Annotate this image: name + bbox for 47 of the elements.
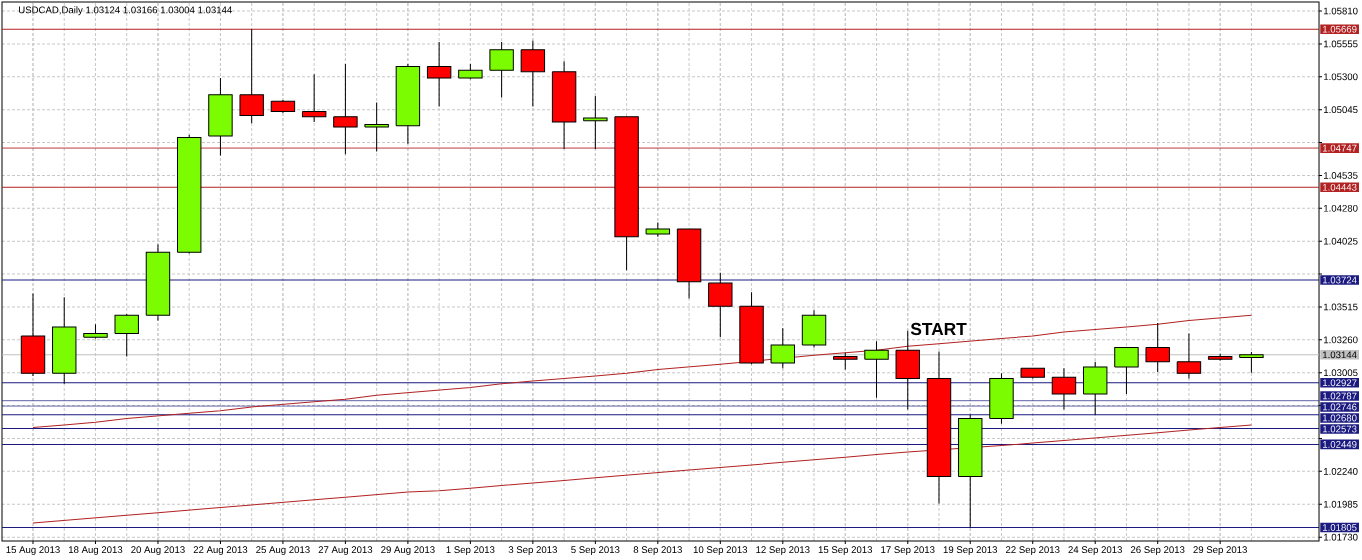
y-tick-label: 1.03260 <box>1324 336 1358 344</box>
ref-line-label: 1.02746 <box>1323 403 1357 411</box>
y-tick-label: 1.03515 <box>1324 303 1358 311</box>
ref-line-label: 1.04443 <box>1323 183 1357 191</box>
ref-line-label: 1.03144 <box>1323 351 1357 359</box>
ref-line-label: 1.05669 <box>1323 25 1357 33</box>
chart-title: USDCAD,Daily 1.03124 1.03166 1.03004 1.03144 <box>19 6 232 16</box>
x-tick-label: 15 Aug 2013 <box>6 546 60 555</box>
x-tick-label: 22 Aug 2013 <box>193 546 248 555</box>
x-tick-label: 12 Sep 2013 <box>756 546 810 555</box>
ref-line-label: 1.01805 <box>1323 524 1357 531</box>
ref-line-label: 1.02787 <box>1323 392 1357 400</box>
annotation: START <box>910 322 967 336</box>
x-tick-label: 15 Sep 2013 <box>818 546 873 555</box>
ref-line-label: 1.02449 <box>1323 441 1357 448</box>
y-tick-label: 1.04025 <box>1324 237 1358 245</box>
ref-line-label: 1.02927 <box>1323 379 1357 387</box>
x-tick-label: 24 Sep 2013 <box>1068 546 1122 555</box>
ref-line-label: 1.02680 <box>1323 414 1357 422</box>
y-tick-label: 1.05045 <box>1324 106 1358 114</box>
y-tick-label: 1.03005 <box>1324 369 1358 377</box>
ref-line-label: 1.03724 <box>1323 276 1357 284</box>
x-tick-label: 5 Sep 2013 <box>571 546 620 555</box>
y-tick-label: 1.05555 <box>1324 40 1358 48</box>
x-tick-label: 1 Sep 2013 <box>446 546 495 555</box>
x-tick-label: 19 Sep 2013 <box>943 546 998 555</box>
x-tick-label: 10 Sep 2013 <box>693 546 748 555</box>
x-tick-label: 25 Aug 2013 <box>256 546 310 555</box>
x-tick-label: 18 Aug 2013 <box>68 546 123 555</box>
y-tick-label: 1.01985 <box>1324 500 1358 508</box>
y-tick-label: 1.02240 <box>1324 467 1358 475</box>
x-tick-label: 26 Sep 2013 <box>1130 546 1185 555</box>
y-tick-label: 1.05300 <box>1324 73 1358 81</box>
y-tick-label: 1.04535 <box>1324 172 1358 179</box>
y-tick-label: 1.05810 <box>1324 7 1358 15</box>
x-tick-label: 29 Aug 2013 <box>381 546 435 555</box>
x-tick-label: 20 Aug 2013 <box>131 546 185 555</box>
x-tick-label: 8 Sep 2013 <box>633 546 682 555</box>
y-tick-label: 1.04280 <box>1324 204 1358 212</box>
x-tick-label: 29 Sep 2013 <box>1193 546 1247 555</box>
x-tick-label: 27 Aug 2013 <box>318 546 373 555</box>
x-tick-label: 22 Sep 2013 <box>1005 546 1060 555</box>
y-tick-label: 1.01730 <box>1324 533 1358 541</box>
x-tick-label: 17 Sep 2013 <box>881 546 935 555</box>
ref-line-label: 1.02573 <box>1323 425 1357 433</box>
x-tick-label: 3 Sep 2013 <box>508 546 557 555</box>
ref-line-label: 1.04747 <box>1323 144 1357 152</box>
